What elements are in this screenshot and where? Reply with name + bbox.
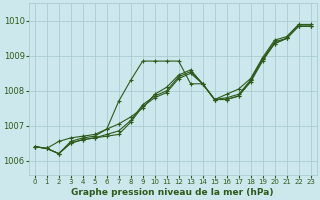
X-axis label: Graphe pression niveau de la mer (hPa): Graphe pression niveau de la mer (hPa) bbox=[71, 188, 274, 197]
